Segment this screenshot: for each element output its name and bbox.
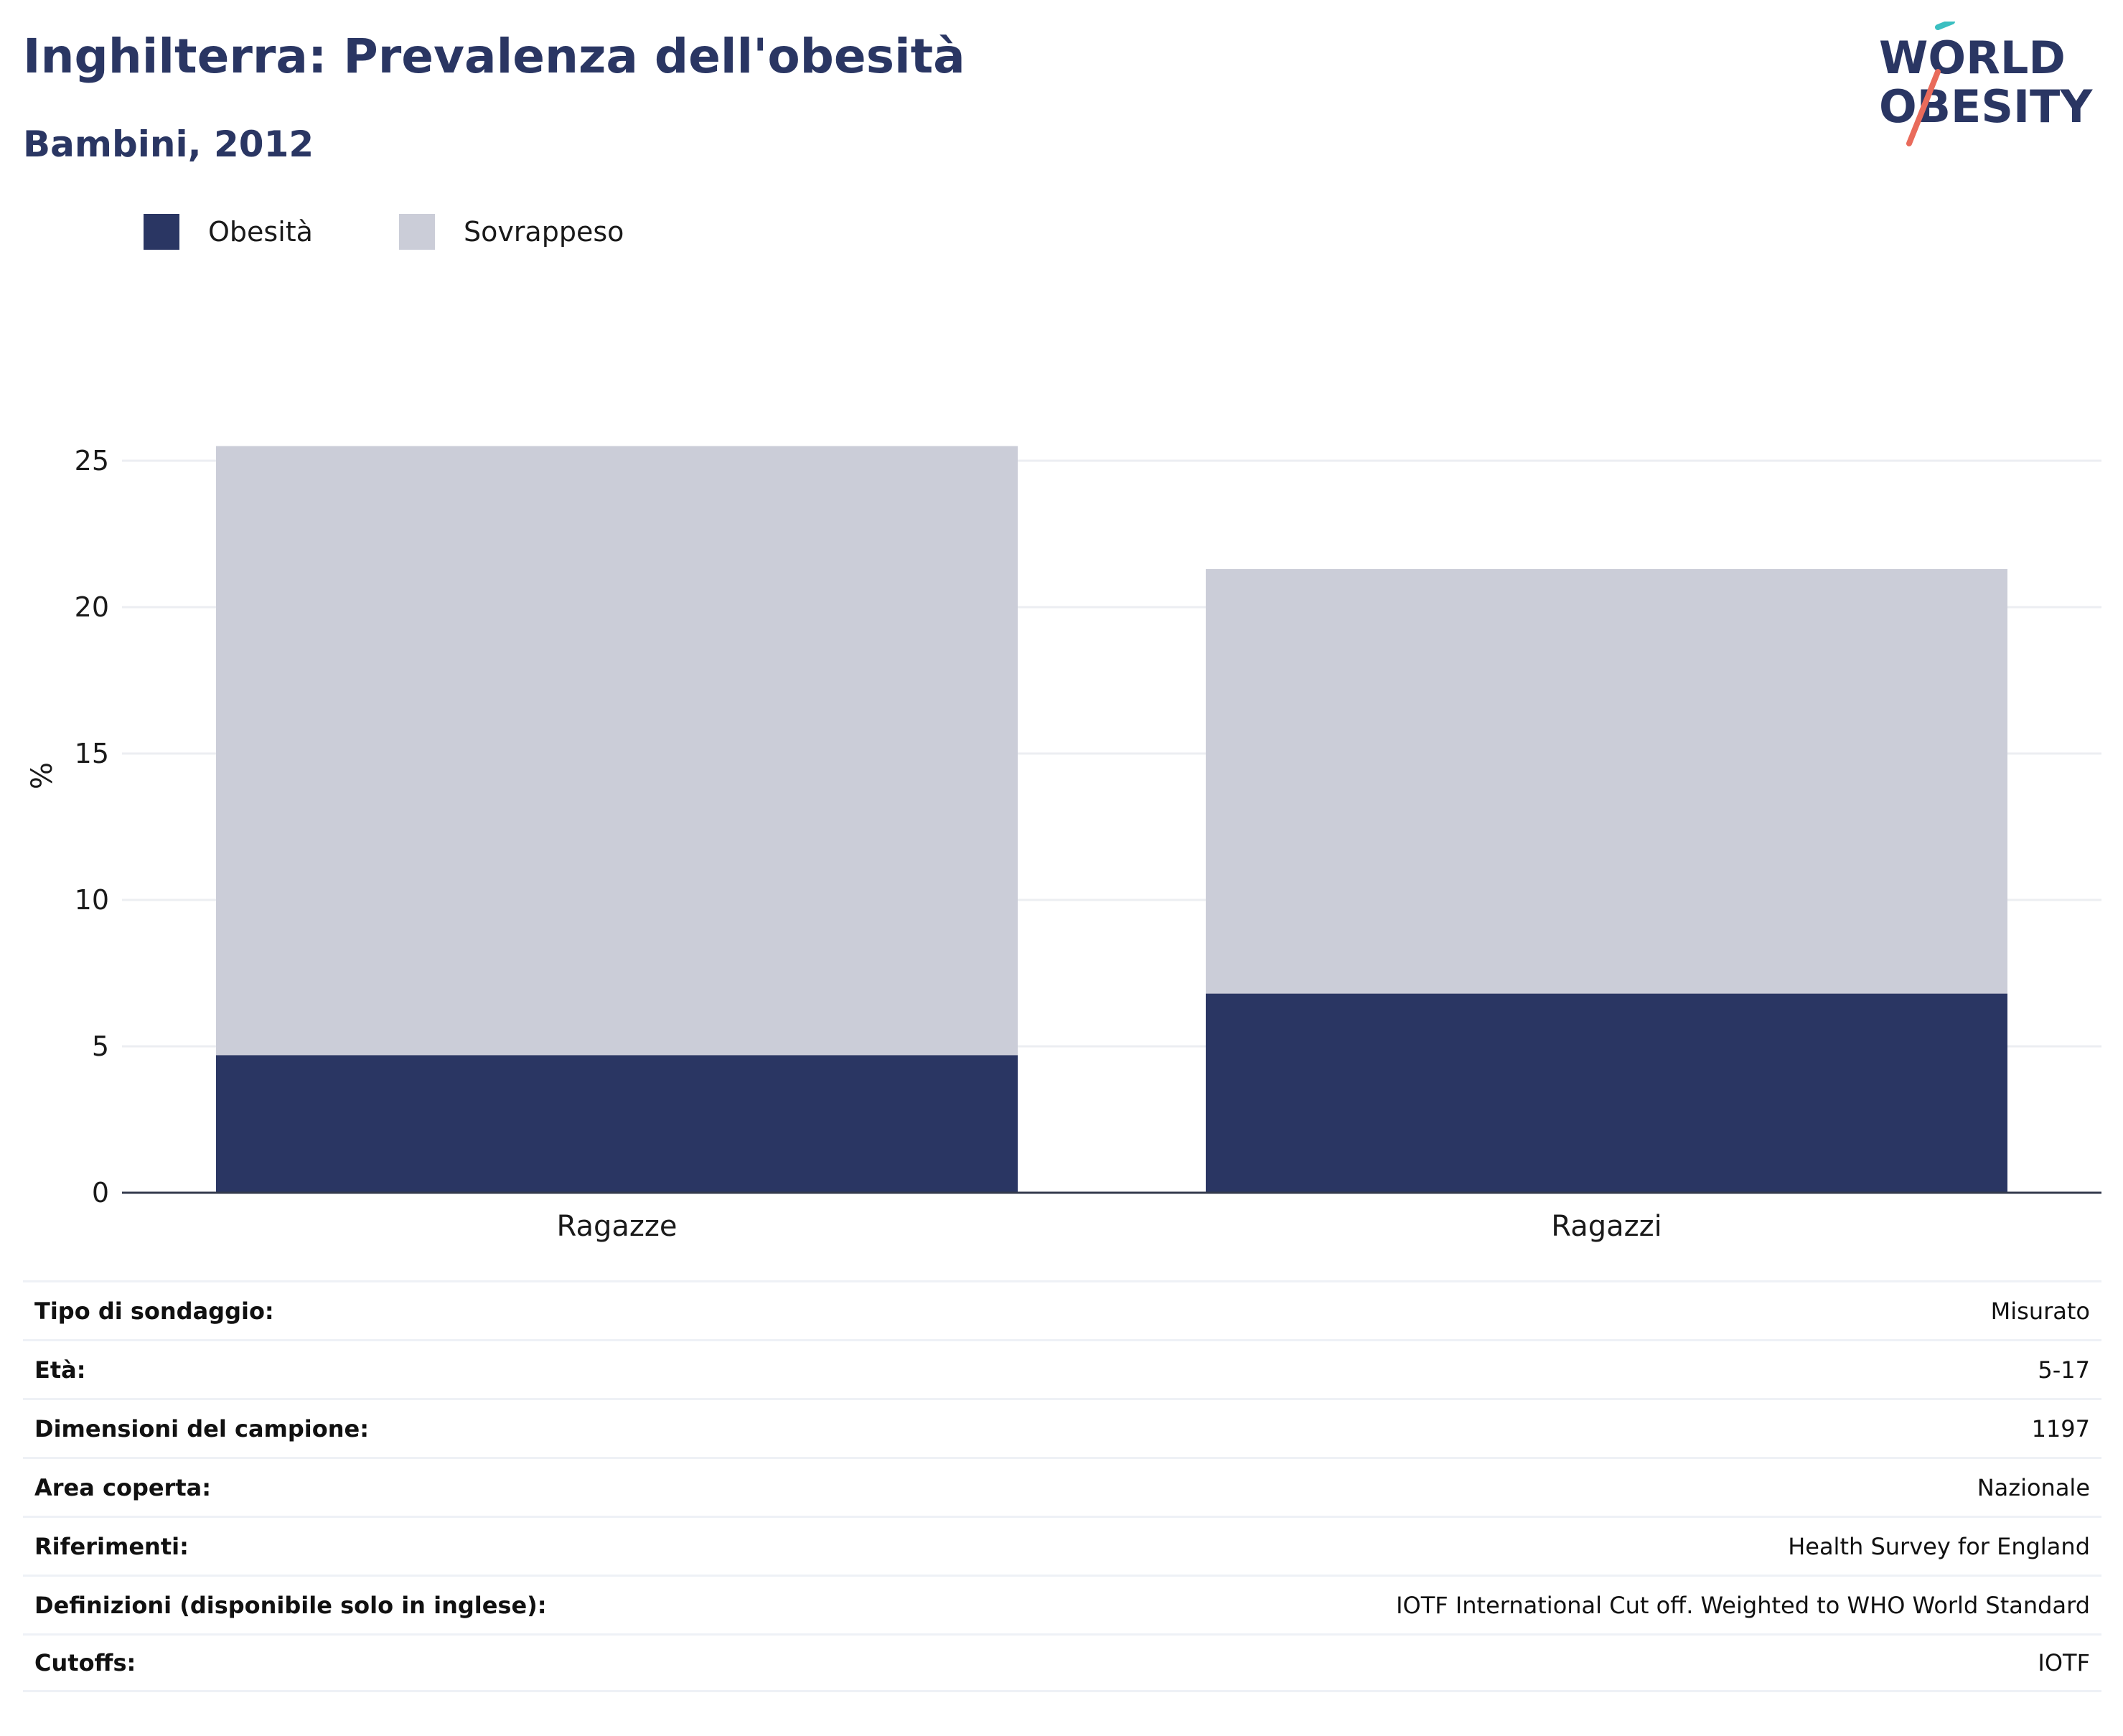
y-tick-label: 5 [92,1031,109,1062]
logo-slash-coral [1906,69,1941,146]
legend-item-obesity[interactable]: Obesità [144,214,313,250]
legend-item-overweight[interactable]: Sovrappeso [398,214,624,250]
info-row-area: Area coperta: Nazionale [23,1457,2101,1516]
y-axis-label: % [26,762,59,789]
bar-overweight-ragazze [216,446,1018,1056]
world-obesity-logo: WORLD OBESITY [1879,22,2093,146]
info-table: Tipo di sondaggio: Misurato Età: 5-17 Di… [23,1280,2101,1692]
info-value: IOTF International Cut off. Weighted to … [1396,1591,2090,1619]
info-row-definitions: Definizioni (disponibile solo in inglese… [23,1575,2101,1633]
chart-title: Inghilterra: Prevalenza dell'obesità [23,29,965,84]
y-tick-label: 15 [75,738,109,769]
svg-text:WORLD: WORLD [1879,32,2066,84]
legend-swatch-obesity [144,214,179,250]
bar-obesity-ragazze [216,1055,1018,1193]
legend-label-overweight: Sovrappeso [463,216,624,248]
info-label: Dimensioni del campione: [34,1414,370,1442]
info-row-survey-type: Tipo di sondaggio: Misurato [23,1280,2101,1339]
info-label: Tipo di sondaggio: [34,1297,274,1325]
legend-swatch-overweight [398,214,435,250]
x-tick-label: Ragazze [557,1210,678,1243]
info-row-age: Età: 5-17 [23,1339,2101,1398]
info-value: 1197 [2031,1414,2090,1442]
info-value: Health Survey for England [1788,1532,2090,1560]
info-label: Età: [34,1356,86,1384]
legend-label-obesity: Obesità [208,216,313,248]
logo-slash-teal [1935,22,1955,30]
info-row-sample-size: Dimensioni del campione: 1197 [23,1398,2101,1457]
info-row-cutoffs: Cutoffs: IOTF [23,1633,2101,1692]
info-value: Nazionale [1977,1473,2090,1501]
y-tick-label: 25 [75,445,109,477]
y-tick-label: 0 [92,1177,109,1209]
info-label: Cutoffs: [34,1649,136,1676]
bar-obesity-ragazzi [1206,993,2007,1193]
y-tick-label: 10 [75,884,109,916]
info-value: IOTF [2038,1649,2090,1676]
info-label: Definizioni (disponibile solo in inglese… [34,1591,547,1619]
chart-subtitle: Bambini, 2012 [23,123,314,165]
y-tick-label: 20 [75,591,109,623]
info-value: 5-17 [2038,1356,2090,1384]
stacked-bar-chart: 0 5 10 15 20 25% Ragazze Ragazzi [26,445,2101,1243]
x-tick-label: Ragazzi [1551,1210,1662,1243]
bar-overweight-ragazzi [1206,568,2007,994]
info-row-references: Riferimenti: Health Survey for England [23,1516,2101,1575]
info-label: Riferimenti: [34,1532,189,1560]
legend: Obesità Sovrappeso [144,212,710,251]
info-label: Area coperta: [34,1473,212,1501]
info-value: Misurato [1990,1297,2090,1325]
